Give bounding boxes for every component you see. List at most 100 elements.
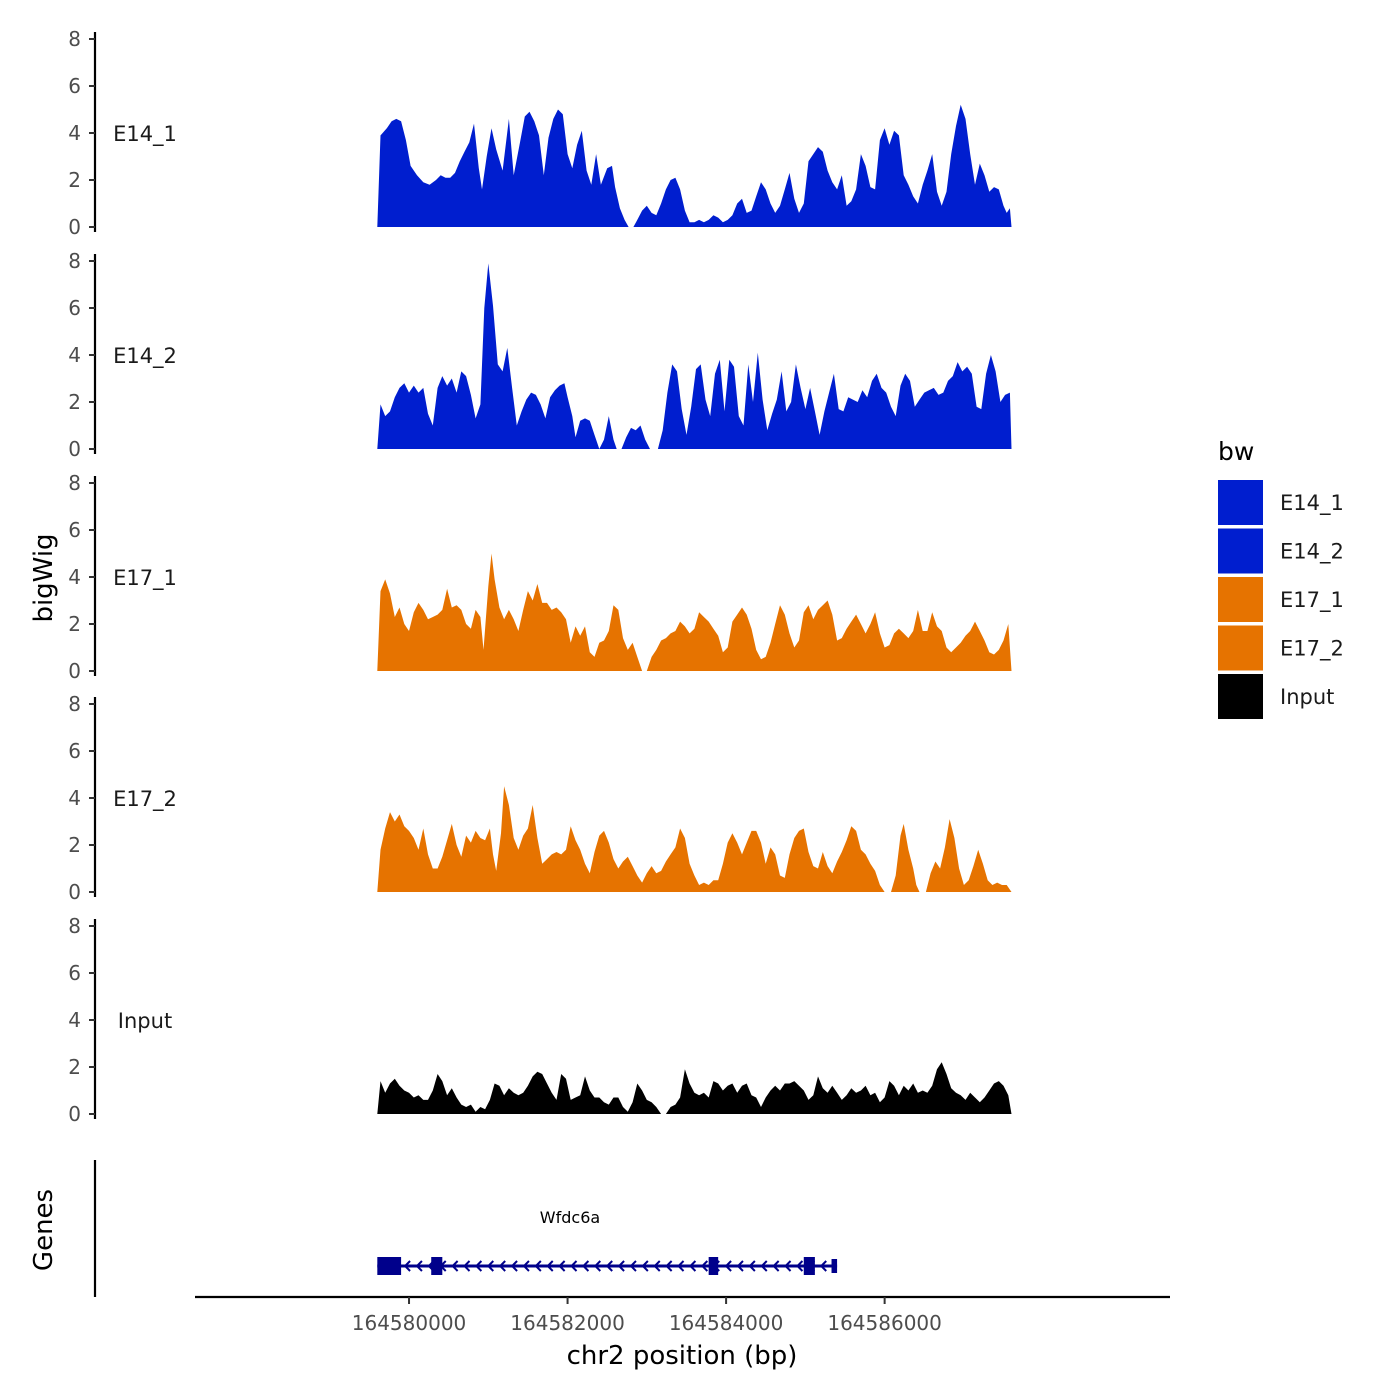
strand-chevron (403, 1260, 411, 1272)
strand-chevron (510, 1260, 518, 1272)
strand-chevron (617, 1260, 625, 1272)
gene-exon (708, 1257, 719, 1275)
legend-label-e14-1: E14_1 (1280, 491, 1344, 516)
x-axis-title: chr2 position (bp) (567, 1341, 798, 1371)
gene-name-label: Wfdc6a (540, 1208, 600, 1227)
strand-chevron (522, 1260, 530, 1272)
area-e14-1 (377, 104, 1012, 227)
strand-chevron (641, 1260, 649, 1272)
gene-track: Wfdc6a (93, 1160, 838, 1297)
y-tick-label-input-2: 2 (68, 1055, 81, 1079)
y-tick-label-e17-2-8: 8 (68, 692, 81, 716)
strand-chevron (677, 1260, 685, 1272)
y-tick-label-e14-2-6: 6 (68, 296, 81, 320)
x-axis: 164580000 164582000 164584000 164586000 (195, 1295, 1170, 1335)
strand-chevron (772, 1260, 780, 1272)
area-input (377, 1062, 1012, 1114)
strand-chevron (629, 1260, 637, 1272)
legend: bw E14_1 E14_2 E17_1 E17_2 Input (1218, 437, 1344, 719)
panel-e14-2: 0 2 4 6 8 (68, 249, 1012, 461)
strand-chevron (665, 1260, 673, 1272)
strand-chevron (546, 1260, 554, 1272)
facet-label-e14-1: E14_1 (113, 122, 177, 147)
strand-chevron (582, 1260, 590, 1272)
y-tick-label-e14-2-2: 2 (68, 390, 81, 414)
legend-label-e17-2: E17_2 (1280, 637, 1344, 662)
strand-chevron (653, 1260, 661, 1272)
y-tick-label-e17-2-6: 6 (68, 739, 81, 763)
y-tick-label-e17-1-6: 6 (68, 518, 81, 542)
y-tick-label-e17-2-0: 0 (68, 880, 81, 904)
strand-chevron (558, 1260, 566, 1272)
strand-chevron (700, 1260, 709, 1272)
facet-label-input: Input (118, 1009, 172, 1033)
strand-chevron (486, 1260, 494, 1272)
strand-chevron (593, 1260, 602, 1272)
y-tick-label-e14-1-4: 4 (68, 121, 81, 145)
y-tick-label-e17-2-4: 4 (68, 786, 81, 810)
facet-label-e17-1: E17_1 (113, 566, 177, 591)
panel-e14-1: 0 2 4 6 8 (68, 27, 1012, 239)
y-tick-label-input-6: 6 (68, 961, 81, 985)
strand-chevron (760, 1260, 768, 1272)
bigwig-panels: 0 2 4 6 8 0 2 4 6 8 0 2 4 6 8 0 2 4 6 8 0 2 4 6 8 (68, 27, 1012, 1126)
legend-label-input: Input (1280, 685, 1334, 709)
gene-exon (803, 1257, 815, 1275)
gene-exon (431, 1257, 443, 1275)
y-tick-label-e17-1-0: 0 (68, 659, 81, 683)
legend-key-e17-2 (1218, 625, 1263, 671)
y-tick-label-e14-2-0: 0 (68, 437, 81, 461)
strand-chevron (451, 1260, 459, 1272)
legend-title: bw (1218, 437, 1254, 466)
legend-key-e14-2 (1218, 528, 1263, 574)
strand-chevron (784, 1260, 792, 1272)
strand-chevron (796, 1260, 804, 1272)
legend-entries: E14_1 E14_2 E17_1 E17_2 Input (1218, 480, 1344, 719)
strand-chevron (534, 1260, 542, 1272)
strand-chevron (474, 1260, 483, 1272)
gene-exon (377, 1257, 402, 1275)
strand-chevron (689, 1260, 697, 1272)
y-tick-label-e14-1-8: 8 (68, 27, 81, 51)
legend-key-e17-1 (1218, 577, 1263, 622)
area-e17-2 (377, 786, 1012, 892)
y-axis-title: bigWig (29, 533, 59, 622)
y-tick-label-e14-2-4: 4 (68, 343, 81, 367)
panel-e17-2: 0 2 4 6 8 (68, 692, 1012, 904)
legend-key-e14-1 (1218, 480, 1263, 525)
y-tick-label-input-8: 8 (68, 914, 81, 938)
strand-chevron (724, 1260, 732, 1272)
strand-chevron (605, 1260, 613, 1272)
y-tick-label-e14-1-2: 2 (68, 168, 81, 192)
panel-e17-1: 0 2 4 6 8 (68, 471, 1012, 683)
legend-label-e17-1: E17_1 (1280, 588, 1344, 613)
y-tick-label-e17-1-8: 8 (68, 471, 81, 495)
strand-chevron (463, 1260, 471, 1272)
facet-label-e17-2: E17_2 (113, 787, 177, 812)
y-tick-label-e17-1-2: 2 (68, 612, 81, 636)
y-tick-label-e17-1-4: 4 (68, 565, 81, 589)
gene-exon (831, 1259, 838, 1273)
x-tick-label-164582000: 164582000 (510, 1311, 625, 1335)
y-tick-label-e14-1-6: 6 (68, 74, 81, 98)
y-tick-label-input-4: 4 (68, 1008, 81, 1032)
x-tick-label-164580000: 164580000 (352, 1311, 467, 1335)
strand-chevron (570, 1260, 578, 1272)
facet-label-e14-2: E14_2 (113, 344, 177, 369)
legend-key-input (1218, 674, 1263, 719)
y-tick-label-input-0: 0 (68, 1102, 81, 1126)
panel-input: 0 2 4 6 8 (68, 914, 1012, 1126)
strand-chevron (748, 1260, 756, 1272)
y-tick-label-e14-1-0: 0 (68, 215, 81, 239)
facet-labels: E14_1 E14_2 E17_1 E17_2 Input (113, 122, 177, 1033)
strand-chevron (415, 1260, 423, 1272)
strand-chevron (736, 1260, 744, 1272)
genes-track-title: Genes (29, 1189, 59, 1271)
x-tick-label-164584000: 164584000 (669, 1311, 784, 1335)
strand-chevron (819, 1260, 827, 1272)
area-e14-2 (377, 263, 1012, 449)
y-tick-label-e14-2-8: 8 (68, 249, 81, 273)
area-e17-1 (377, 553, 1012, 671)
y-tick-label-e17-2-2: 2 (68, 833, 81, 857)
